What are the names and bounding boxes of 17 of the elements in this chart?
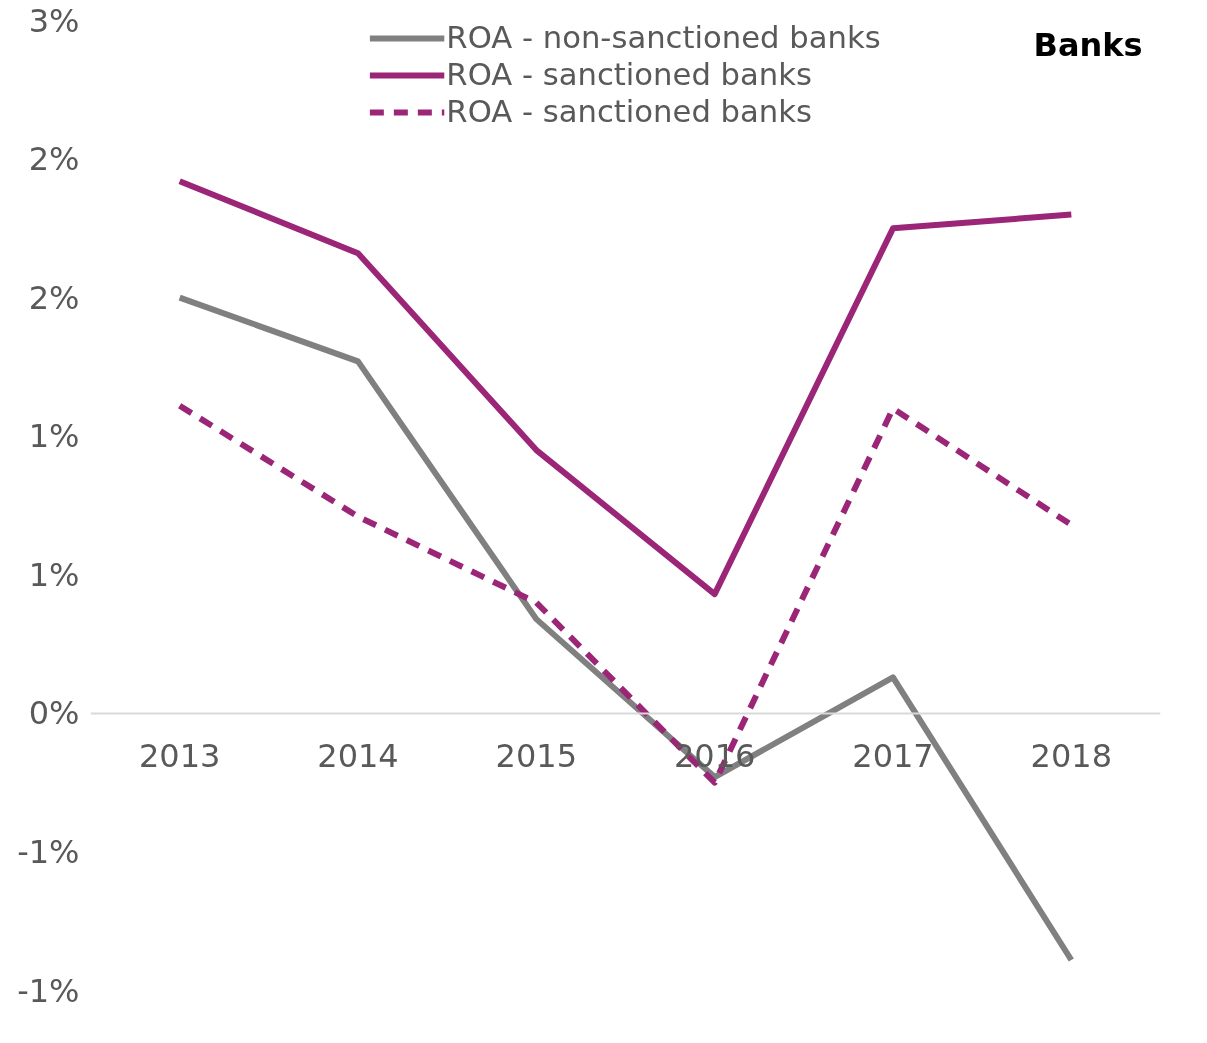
legend-label: ROA - sanctioned banks	[446, 94, 812, 129]
x-tick-label: 2014	[317, 737, 399, 776]
x-tick-label: 2013	[138, 737, 221, 776]
x-tick-label: 2017	[852, 737, 934, 776]
legend-label: ROA - sanctioned banks	[446, 57, 812, 92]
y-tick-label: -1%	[17, 971, 80, 1010]
y-tick-label: 3%	[28, 1, 80, 40]
x-tick-label: 2015	[495, 737, 578, 776]
chart-title: Banks	[1033, 25, 1143, 64]
y-tick-label: 2%	[28, 140, 80, 179]
y-tick-label: -1%	[17, 832, 80, 871]
y-tick-label: 2%	[28, 278, 80, 317]
y-tick-label: 1%	[28, 417, 80, 456]
legend-label: ROA - non-sanctioned banks	[446, 20, 881, 55]
y-tick-label: 1%	[28, 555, 80, 594]
x-tick-label: 2018	[1030, 737, 1113, 776]
y-tick-label: 0%	[28, 694, 80, 733]
